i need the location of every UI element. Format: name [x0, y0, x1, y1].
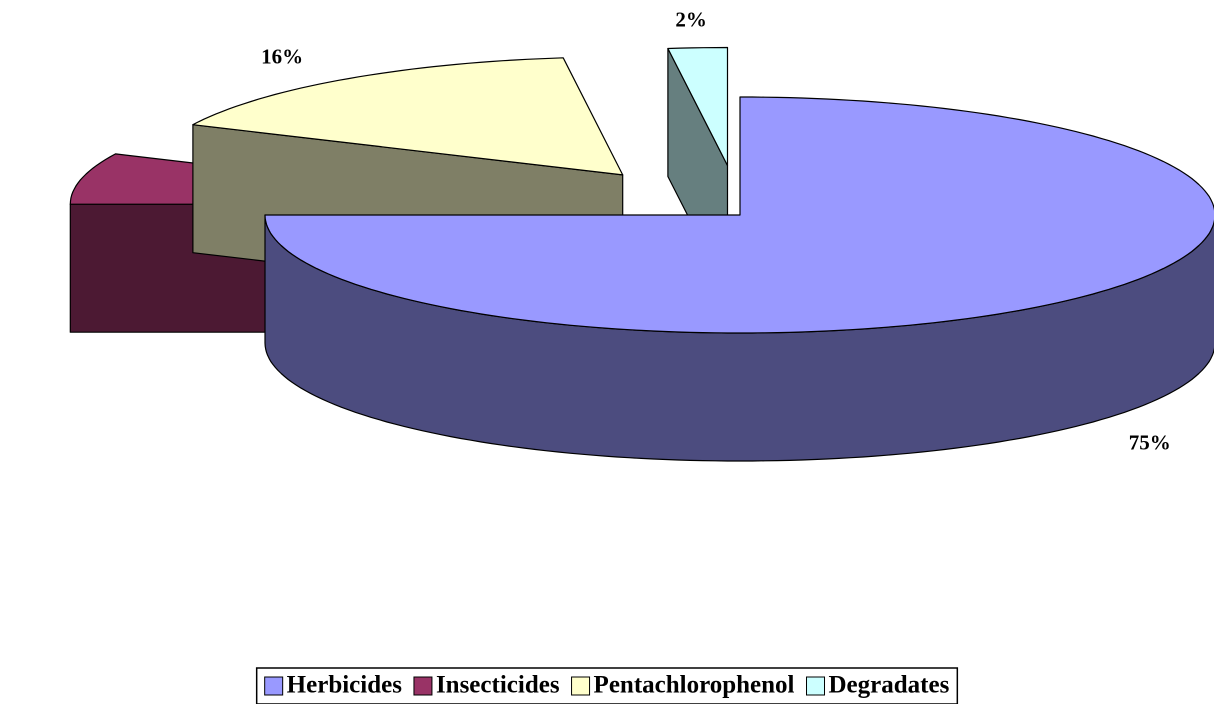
legend-swatch: [571, 676, 591, 696]
legend-label: Pentachlorophenol: [594, 672, 795, 699]
slice-top: [667, 46, 729, 167]
legend: Herbicides Insecticides Pentachlorophenol D…: [255, 667, 959, 704]
legend-label: Herbicides: [287, 672, 403, 699]
data-label: 75%: [1129, 431, 1171, 455]
legend-box: [255, 667, 959, 704]
legend-swatch: [413, 676, 433, 696]
data-label: 2%: [675, 8, 707, 32]
legend-swatch: [806, 676, 826, 696]
slice: [264, 96, 1214, 462]
legend-swatch: [264, 676, 284, 696]
legend-label: Insecticides: [436, 672, 560, 699]
slice-top: [192, 57, 624, 176]
slice-top: [264, 96, 1214, 334]
legend-label: Degradates: [829, 672, 950, 699]
data-label: 16%: [261, 44, 303, 68]
